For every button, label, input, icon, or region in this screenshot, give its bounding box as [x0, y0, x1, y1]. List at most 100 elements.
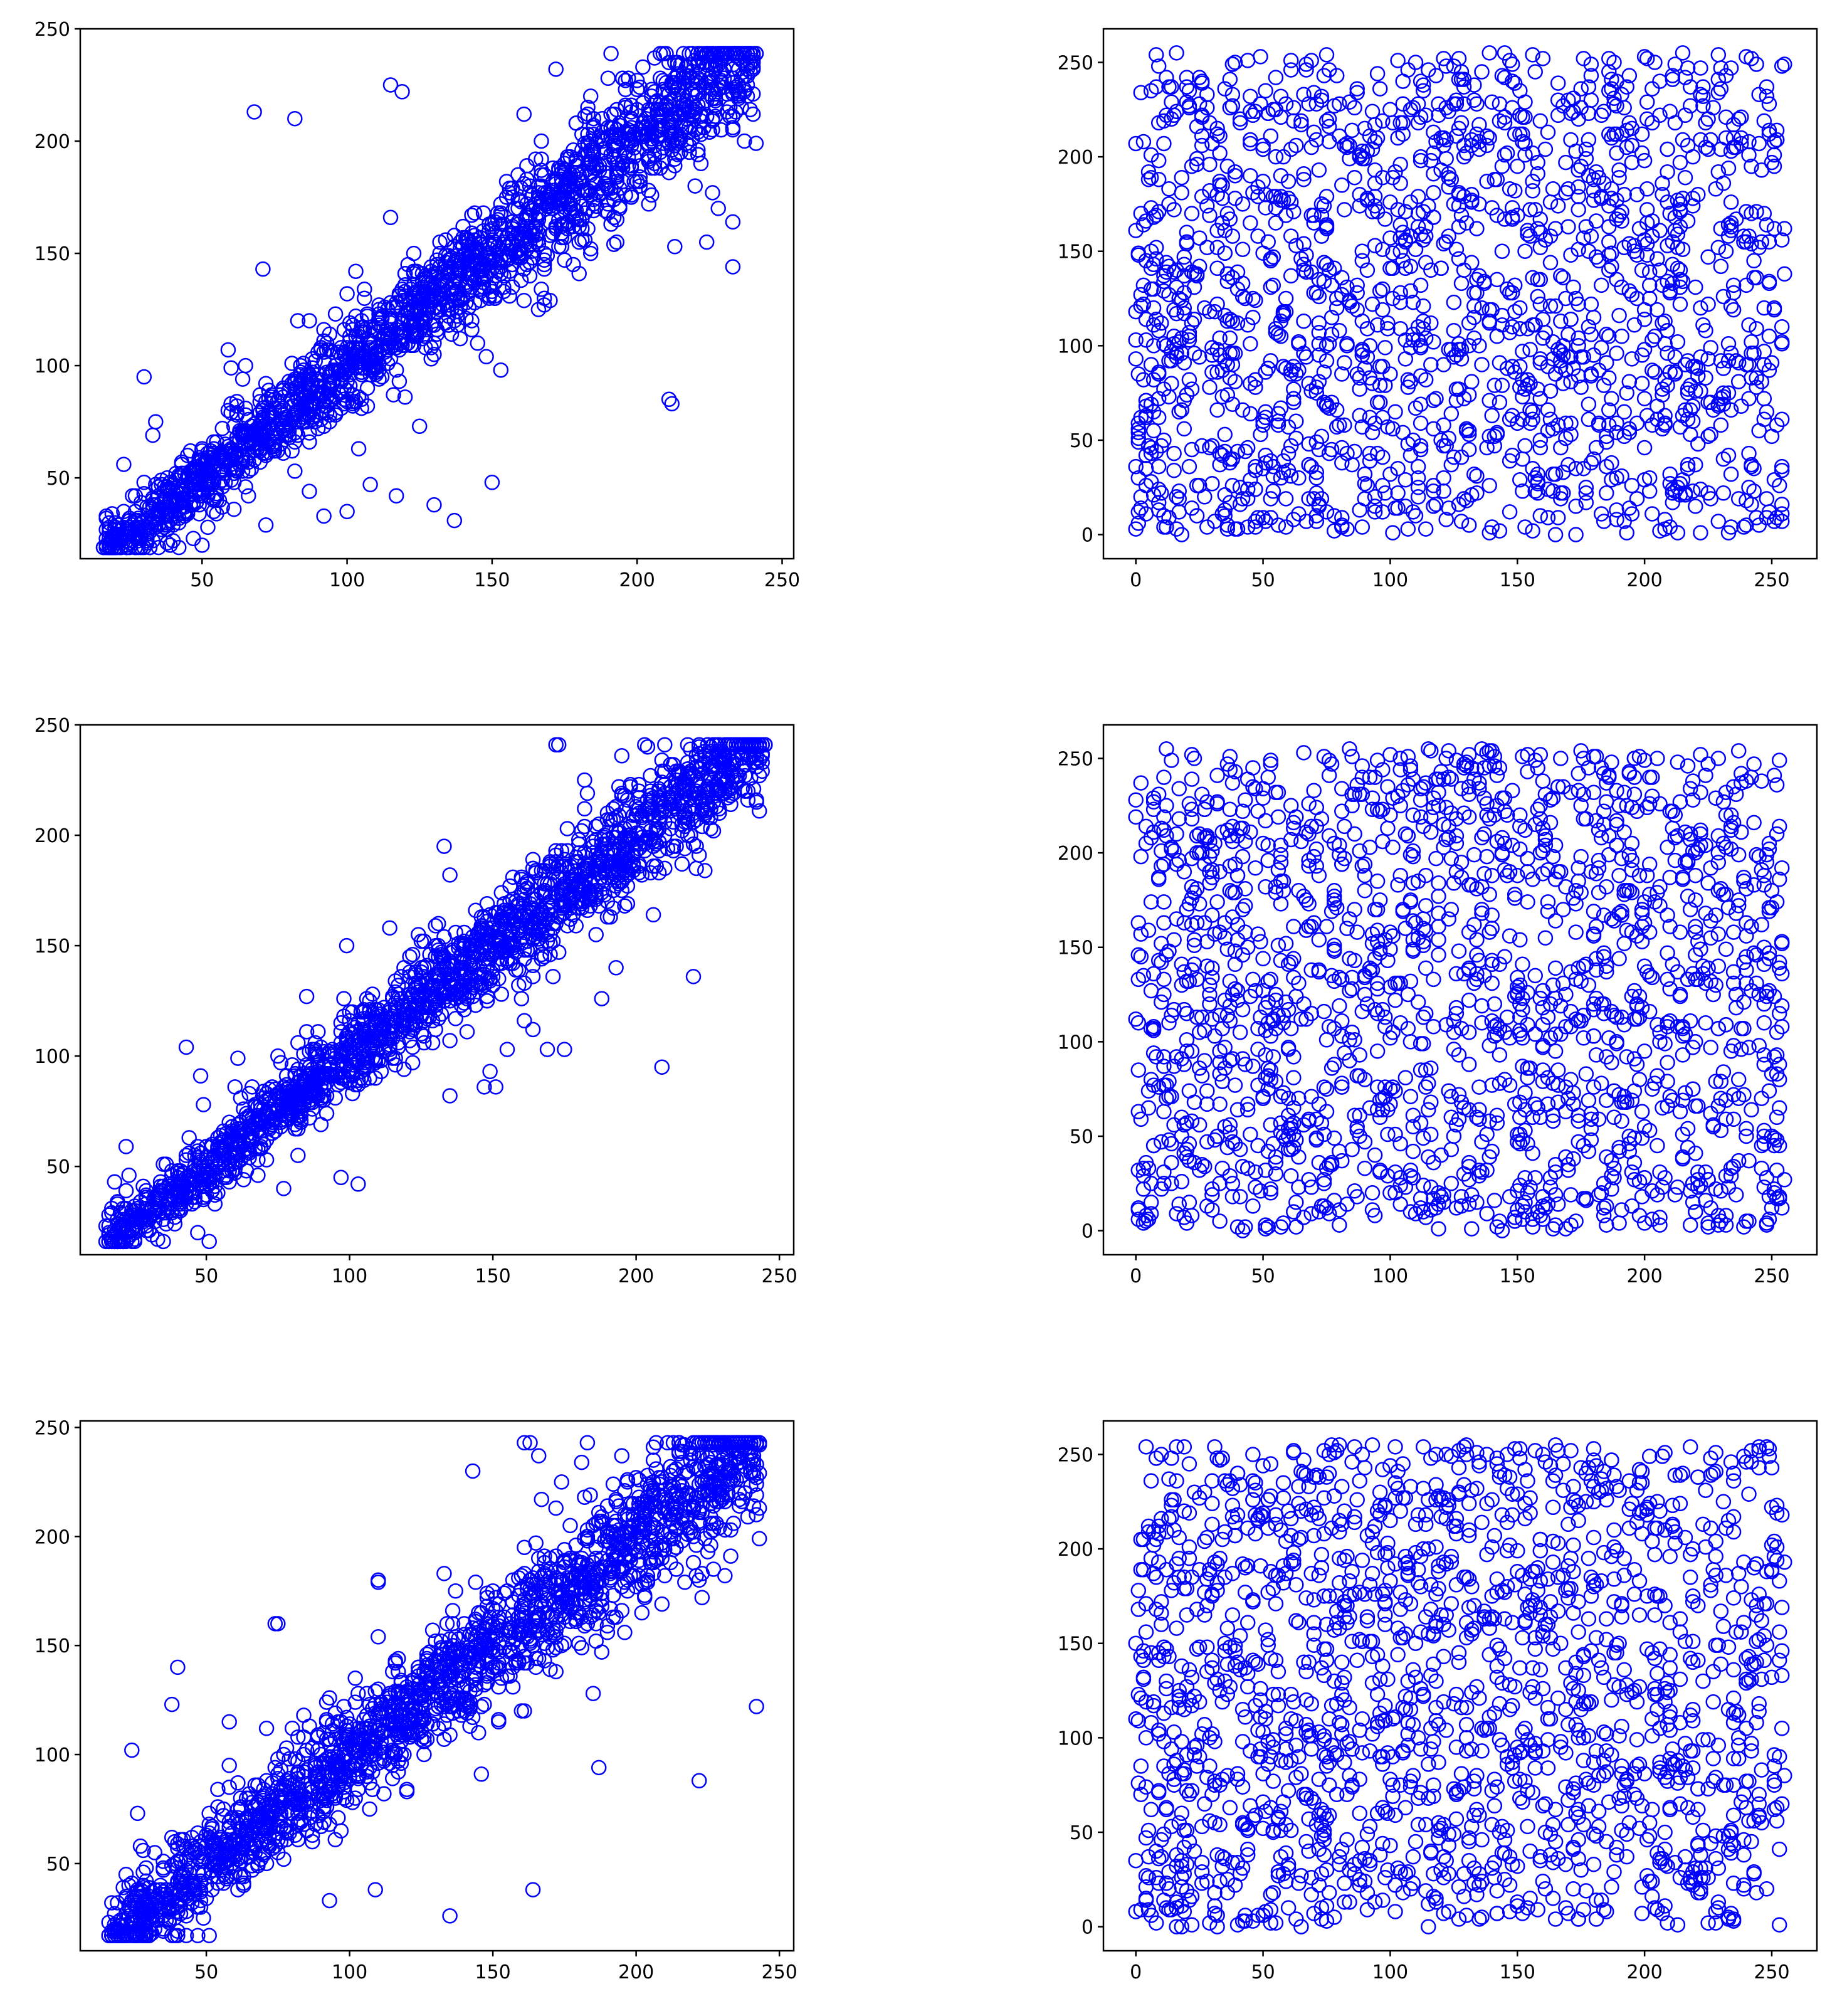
data-point	[1665, 485, 1681, 501]
data-point	[1402, 283, 1419, 299]
data-point	[1474, 357, 1490, 372]
data-point	[1759, 404, 1775, 420]
data-point	[273, 1055, 289, 1070]
data-point	[681, 100, 697, 115]
data-point	[1675, 191, 1691, 206]
data-point	[1150, 171, 1167, 187]
data-point	[238, 407, 253, 423]
data-point	[1558, 415, 1574, 431]
data-point	[1634, 262, 1650, 278]
data-point	[1413, 149, 1429, 165]
data-point	[1616, 404, 1632, 420]
data-point	[466, 205, 483, 221]
data-point	[1392, 115, 1408, 131]
data-point	[1769, 510, 1785, 525]
data-point	[670, 57, 686, 73]
data-point	[1387, 404, 1403, 420]
data-point	[1456, 149, 1472, 165]
data-point	[643, 768, 658, 784]
data-point	[1606, 96, 1622, 112]
data-point	[1611, 162, 1627, 178]
data-point	[1181, 325, 1197, 340]
data-point	[1761, 122, 1777, 139]
data-point	[1352, 408, 1367, 424]
data-point	[1693, 383, 1708, 399]
data-point	[287, 380, 303, 396]
data-point	[1525, 174, 1540, 189]
data-point	[1369, 66, 1386, 82]
data-point	[1769, 132, 1785, 148]
data-point	[1448, 241, 1465, 257]
data-point	[348, 394, 364, 409]
data-point	[1375, 478, 1391, 493]
data-point	[1375, 302, 1391, 318]
data-point	[258, 1152, 275, 1168]
data-point	[516, 292, 532, 309]
data-point	[388, 488, 404, 504]
data-point	[1367, 134, 1383, 150]
data-point	[557, 252, 572, 268]
data-point	[127, 504, 144, 520]
data-point	[1143, 169, 1159, 186]
data-point	[1547, 527, 1564, 542]
data-point	[1591, 415, 1607, 431]
data-point	[516, 106, 532, 122]
data-point	[186, 530, 201, 547]
data-point	[432, 282, 448, 297]
data-point	[1194, 73, 1210, 89]
data-point	[1499, 145, 1515, 161]
data-point	[1547, 221, 1564, 236]
data-point	[707, 86, 724, 102]
data-point	[1402, 228, 1419, 244]
data-point	[1774, 497, 1790, 512]
data-point	[1739, 277, 1754, 293]
data-point	[748, 46, 764, 61]
data-point	[687, 178, 703, 194]
data-point	[621, 70, 636, 87]
data-point	[680, 737, 696, 752]
data-point	[1352, 502, 1367, 518]
data-point	[1634, 347, 1650, 363]
data-point	[1451, 187, 1467, 203]
data-point	[1532, 224, 1549, 240]
data-point	[397, 389, 413, 405]
data-point	[1308, 285, 1325, 301]
data-point	[1159, 255, 1174, 271]
data-point	[1273, 329, 1289, 344]
data-point	[1217, 245, 1233, 261]
data-point	[322, 326, 338, 342]
data-point	[1494, 307, 1510, 324]
data-point	[574, 823, 590, 839]
data-point	[466, 241, 483, 257]
data-point	[1138, 393, 1154, 408]
data-point	[487, 214, 503, 230]
data-point	[1248, 379, 1263, 395]
data-point	[713, 63, 729, 80]
data-point	[1359, 262, 1376, 278]
data-point	[1593, 506, 1609, 522]
data-point	[1695, 98, 1711, 114]
data-point	[713, 122, 729, 138]
data-point	[534, 167, 549, 182]
data-point	[1647, 55, 1663, 70]
data-point	[1413, 277, 1429, 293]
data-point	[1352, 381, 1367, 397]
data-point	[1397, 472, 1414, 488]
data-point	[1553, 313, 1569, 329]
data-point	[725, 46, 741, 61]
data-point	[517, 1013, 532, 1029]
data-point	[1194, 137, 1210, 154]
data-point	[1471, 268, 1487, 284]
data-point	[1164, 376, 1179, 391]
data-point	[1756, 113, 1772, 129]
data-point	[234, 450, 251, 466]
data-point	[1670, 334, 1686, 350]
data-point	[1650, 302, 1665, 318]
data-point	[1494, 158, 1510, 174]
data-point	[554, 160, 570, 176]
data-point	[1677, 357, 1693, 372]
data-point	[374, 309, 390, 324]
data-point	[1728, 211, 1744, 227]
data-point	[1410, 96, 1426, 112]
